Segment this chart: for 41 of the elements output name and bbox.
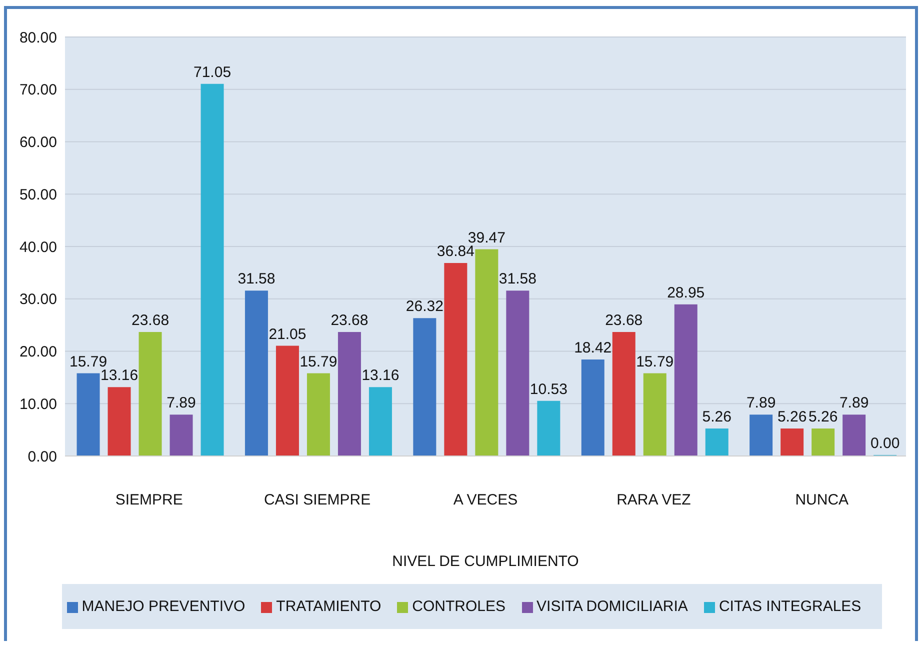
data-label: 23.68 [132, 312, 170, 329]
data-label: 18.42 [574, 340, 612, 357]
data-label: 28.95 [667, 284, 705, 302]
data-label: 5.26 [702, 408, 732, 426]
x-tick-label: A VECES [453, 492, 518, 509]
y-tick-label: 0.00 [28, 448, 57, 466]
y-tick-label: 30.00 [19, 291, 57, 308]
x-tick-label: RARA VEZ [616, 492, 691, 509]
data-label: 7.89 [746, 394, 776, 412]
data-label: 7.89 [166, 394, 196, 412]
data-label: 13.16 [362, 367, 400, 384]
data-label: 5.26 [777, 408, 807, 426]
y-tick-label: 60.00 [19, 134, 57, 152]
y-tick-label: 10.00 [19, 396, 57, 413]
x-tick-label: CASI SIEMPRE [264, 492, 371, 509]
data-label: 31.58 [238, 270, 276, 288]
y-tick-label: 40.00 [19, 238, 57, 256]
legend-label: CONTROLES [412, 598, 506, 615]
data-label: 15.79 [300, 353, 338, 370]
data-label: 71.05 [194, 64, 232, 81]
data-label: 26.32 [406, 298, 444, 316]
legend-label: MANEJO PREVENTIVO [82, 598, 246, 615]
y-tick-label: 70.00 [19, 82, 57, 99]
data-label: 23.68 [605, 312, 643, 329]
y-tick-label: 80.00 [19, 29, 57, 46]
data-label: 5.26 [808, 408, 838, 426]
x-axis-title: NIVEL DE CUMPLIMIENTO [392, 553, 579, 570]
data-label: 10.53 [530, 380, 568, 398]
x-tick-label: NUNCA [795, 492, 849, 509]
legend-label: CITAS INTEGRALES [718, 598, 862, 615]
y-tick-label: 50.00 [19, 186, 57, 204]
data-label: 7.89 [839, 394, 869, 412]
x-tick-label: SIEMPRE [115, 492, 183, 509]
legend-label: TRATAMIENTO [276, 598, 382, 615]
data-label: 15.79 [636, 353, 674, 370]
legend-label: VISITA DOMICILIARIA [536, 598, 688, 615]
data-label: 0.00 [870, 435, 900, 452]
data-label: 23.68 [330, 312, 368, 329]
y-tick-label: 20.00 [19, 344, 57, 361]
data-label: 31.58 [498, 270, 536, 288]
data-label: 21.05 [268, 326, 306, 343]
